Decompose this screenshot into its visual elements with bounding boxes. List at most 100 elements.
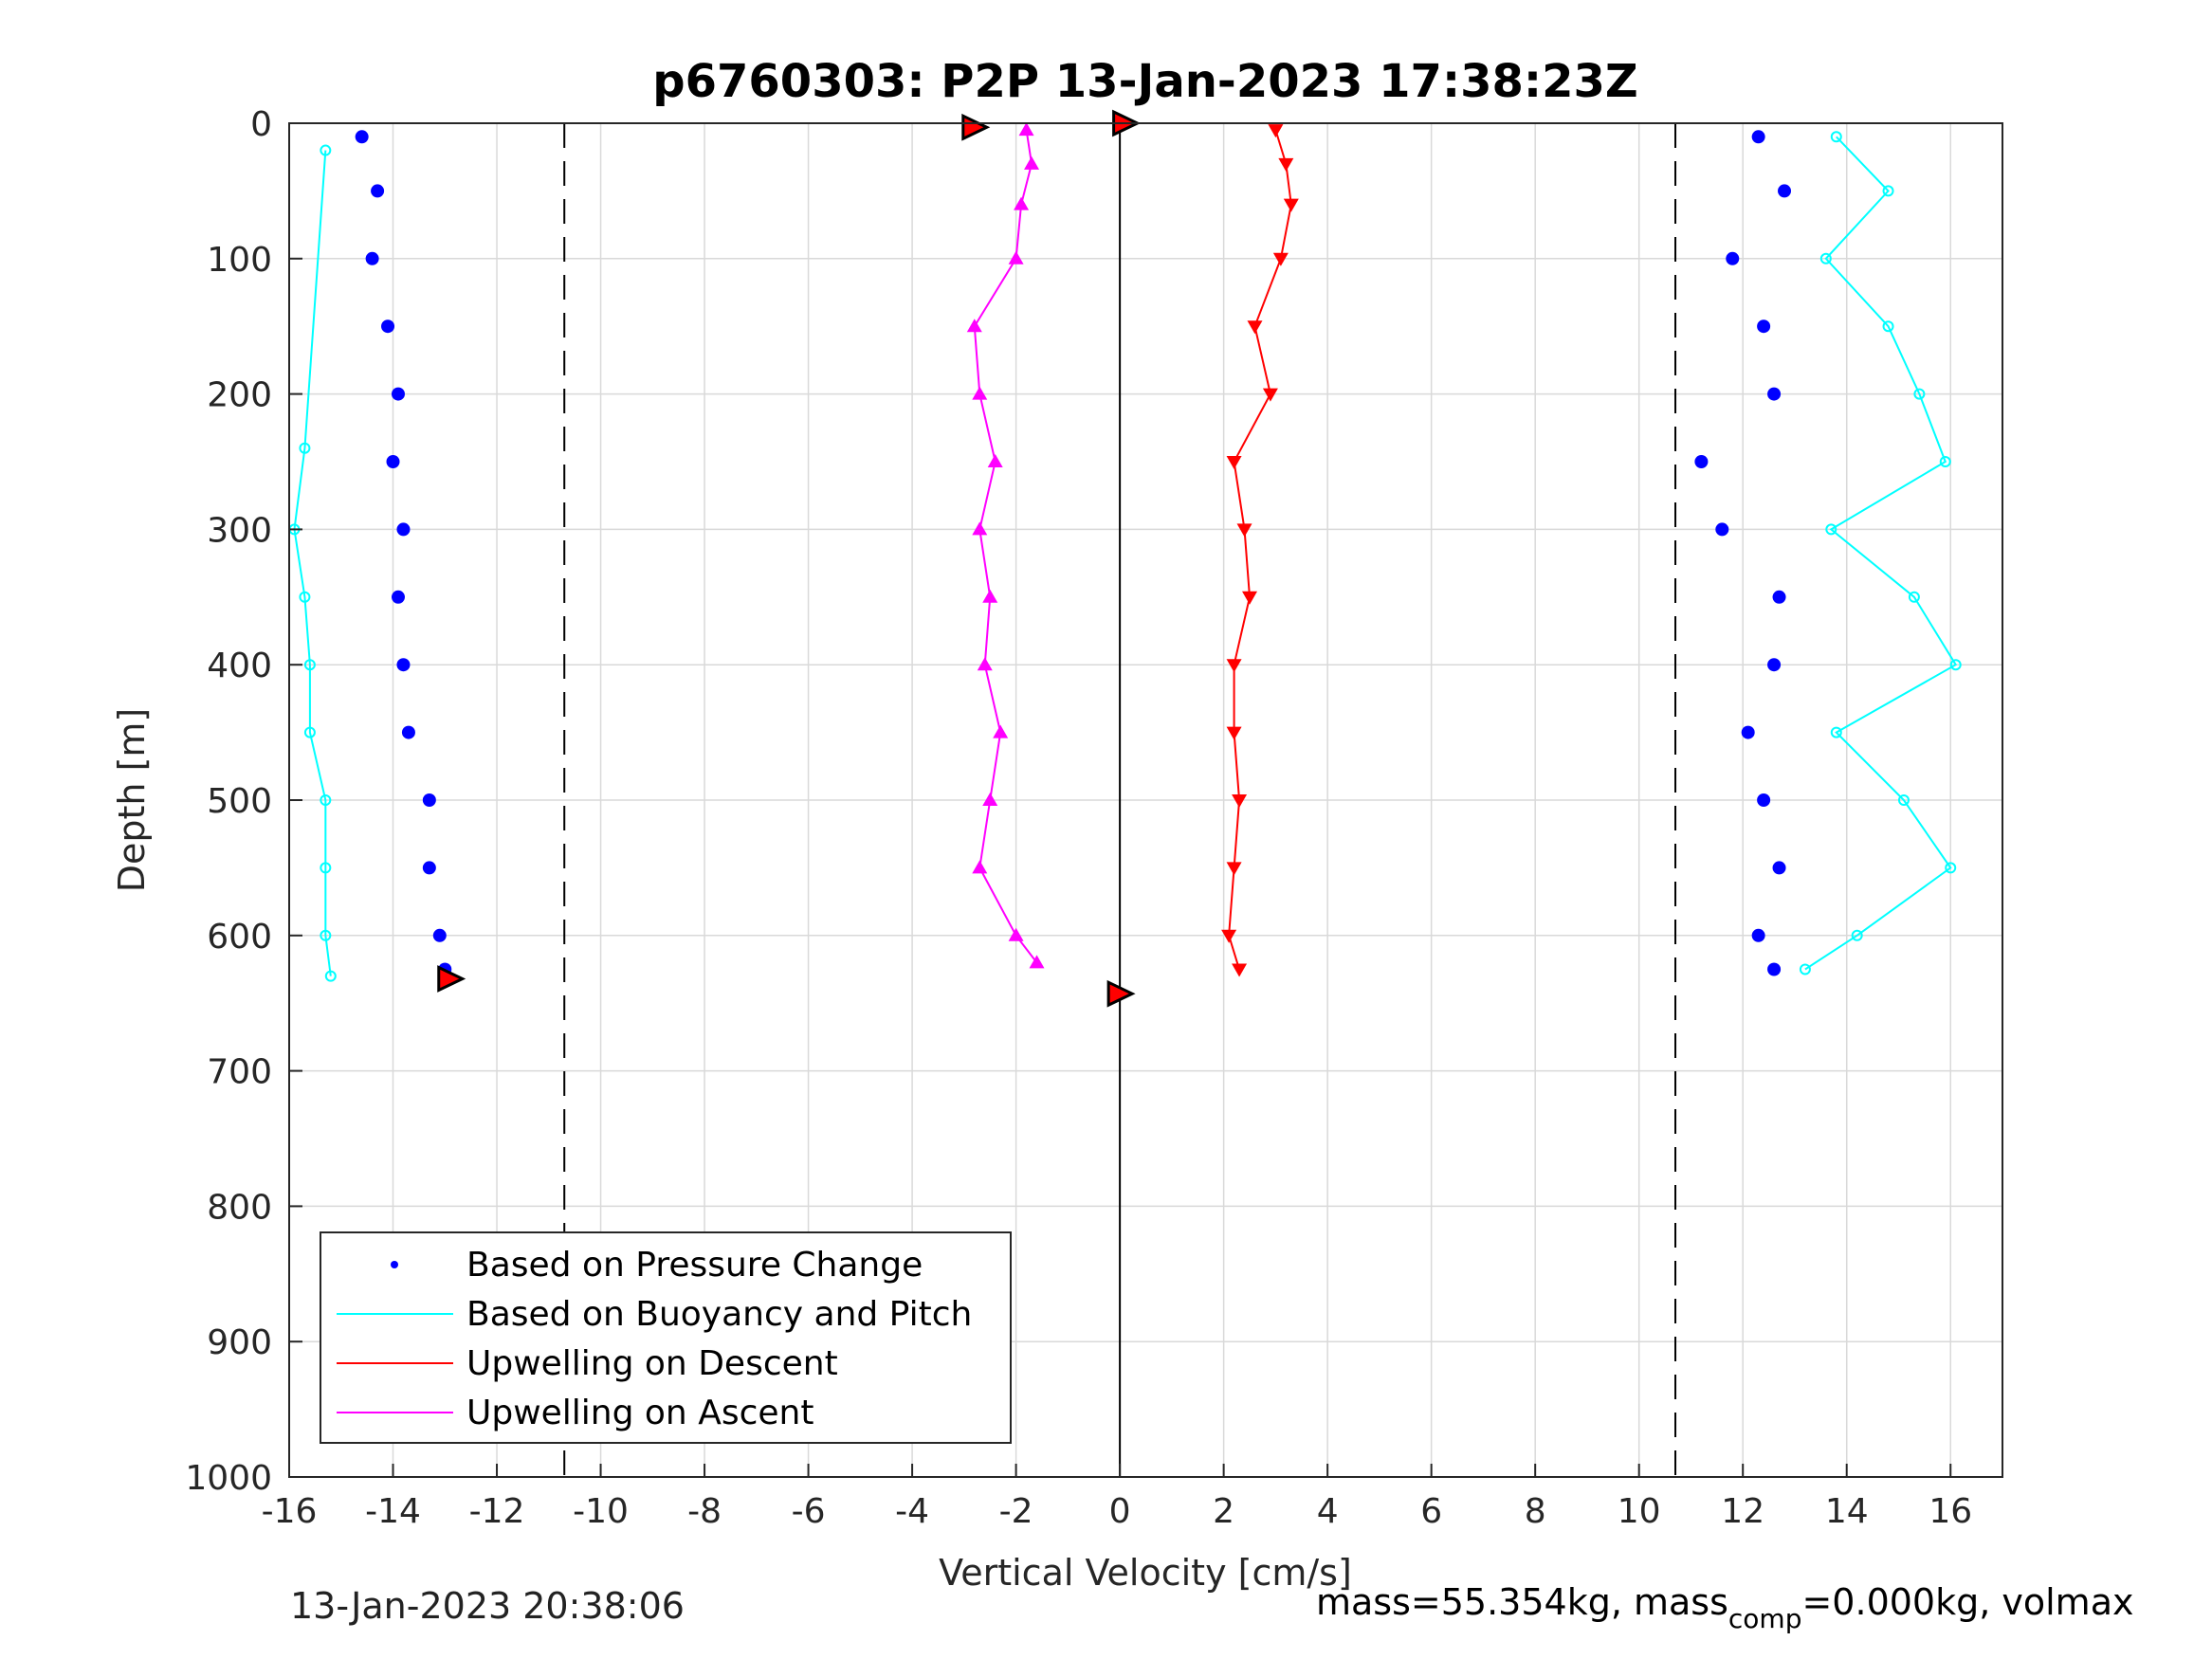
buoyancy-velocity-point [1949, 659, 1962, 671]
x-axis-label: Vertical Velocity [cm/s] [939, 1552, 1352, 1594]
ascent-upwelling-point [972, 860, 988, 874]
buoyancy-velocity-point [303, 659, 316, 671]
pressure-velocity-point [1757, 319, 1771, 334]
y-tick-label: 100 [207, 241, 272, 280]
ascent-upwelling-point [972, 386, 988, 400]
x-tick-label: 8 [1525, 1492, 1546, 1531]
descent-upwelling-point [1283, 198, 1299, 212]
pressure-velocity-point [1751, 928, 1765, 942]
pressure-velocity-point [432, 928, 447, 942]
pressure-velocity-point [1767, 962, 1782, 976]
buoyancy-velocity-point [1799, 963, 1811, 975]
descent-upwelling-point [1226, 659, 1242, 673]
x-tick-label: 0 [1109, 1492, 1131, 1531]
descent-upwelling-point [1262, 388, 1278, 402]
series-layer [288, 122, 1962, 982]
x-tick-label: 4 [1317, 1492, 1339, 1531]
descent-upwelling-point [1226, 456, 1242, 469]
descent-upwelling-point [1226, 862, 1242, 876]
buoyancy-velocity-point [1897, 794, 1910, 806]
x-tick-label: -12 [469, 1492, 525, 1531]
descent-upwelling-point [1242, 591, 1258, 605]
y-tick-label: 1000 [185, 1459, 272, 1498]
buoyancy-velocity-point [299, 442, 311, 454]
buoyancy-velocity-point [303, 726, 316, 738]
ascent-upwelling-point [972, 521, 988, 536]
buoyancy-velocity-point [1819, 252, 1832, 264]
buoyancy-velocity-point [1830, 131, 1842, 143]
buoyancy-velocity-point [1882, 320, 1894, 333]
descent-upwelling-point [1226, 726, 1242, 740]
mass-info: mass=55.354kg, masscomp=0.000kg, volmax [1316, 1581, 2133, 1634]
descent-upwelling-point [1236, 523, 1252, 538]
turnaround-marker [437, 965, 466, 993]
buoyancy-velocity-point [1913, 388, 1926, 400]
pressure-velocity-point [422, 861, 436, 875]
y-tick-label: 400 [207, 647, 272, 685]
y-axis-label: Depth [m] [111, 708, 153, 893]
buoyancy-velocity-point [320, 144, 332, 156]
mass-rest: =0.000kg, volmax [1801, 1581, 2134, 1623]
pressure-velocity-point [386, 455, 400, 468]
pressure-velocity-point [1741, 725, 1755, 739]
legend-box [320, 1231, 1012, 1444]
descent-upwelling-point [1272, 252, 1289, 266]
buoyancy-velocity-point [1939, 456, 1951, 467]
generation-timestamp: 13-Jan-2023 20:38:06 [290, 1585, 685, 1627]
legend-swatch-dot [391, 1261, 398, 1268]
ascent-upwelling-point [987, 454, 1003, 467]
legend: Based on Pressure Change Based on Buoyanc… [320, 1231, 1012, 1444]
pressure-velocity-point [371, 184, 385, 198]
legend-label: Based on Buoyancy and Pitch [466, 1295, 972, 1334]
legend-label: Upwelling on Descent [466, 1344, 838, 1383]
buoyancy-velocity-point [1851, 929, 1863, 941]
pressure-velocity-point [422, 793, 436, 807]
pressure-velocity-point [365, 251, 379, 265]
pressure-velocity-point [1751, 130, 1765, 144]
buoyancy-velocity-point [299, 591, 311, 603]
turnaround-marker [1106, 979, 1136, 1008]
buoyancy-velocity-point [1908, 591, 1920, 603]
buoyancy-velocity-point [1945, 862, 1957, 874]
x-tick-label: -2 [999, 1492, 1033, 1531]
buoyancy-velocity-point [320, 929, 332, 941]
ascent-upwelling-point [982, 589, 998, 603]
pressure-velocity-point [1767, 387, 1782, 401]
pressure-velocity-point [1772, 861, 1786, 875]
reference-lines [563, 123, 1677, 1477]
x-tick-label: -6 [792, 1492, 826, 1531]
buoyancy-velocity-point [1882, 185, 1894, 197]
y-tick-label: 0 [250, 105, 272, 144]
pressure-velocity-point [1767, 658, 1782, 672]
pressure-velocity-point [401, 725, 415, 739]
pressure-velocity-point [1757, 793, 1771, 807]
ascent-upwelling-point [1008, 927, 1024, 941]
y-tick-label: 800 [207, 1188, 272, 1227]
x-tick-label: 12 [1721, 1492, 1764, 1531]
legend-label: Based on Pressure Change [466, 1246, 923, 1285]
y-tick-label: 500 [207, 782, 272, 821]
buoyancy-velocity-point [324, 970, 337, 982]
x-tick-label: 10 [1618, 1492, 1661, 1531]
pressure-velocity-point [381, 319, 395, 334]
mass-text: mass=55.354kg, mass [1316, 1581, 1728, 1623]
descent-upwelling-point [1247, 320, 1263, 335]
turnaround-marker [961, 113, 991, 141]
ascent-upwelling-point [1014, 196, 1030, 210]
legend-label: Upwelling on Ascent [466, 1394, 814, 1432]
ascent-upwelling-point [1024, 155, 1040, 170]
pressure-velocity-point [1694, 455, 1709, 468]
x-tick-label: 6 [1420, 1492, 1442, 1531]
mass-subscript: comp [1728, 1603, 1802, 1634]
ascent-upwelling-point [993, 724, 1009, 738]
buoyancy-velocity-point [1830, 726, 1842, 738]
descent-upwelling-point [1268, 124, 1284, 138]
y-tick-label: 700 [207, 1053, 272, 1092]
ascent-upwelling-point [1029, 955, 1045, 969]
descent-upwelling-point [1232, 963, 1248, 977]
buoyancy-velocity-point [320, 794, 332, 806]
series-line [293, 150, 332, 976]
x-tick-label: 2 [1213, 1492, 1234, 1531]
pressure-velocity-point [1772, 590, 1786, 604]
